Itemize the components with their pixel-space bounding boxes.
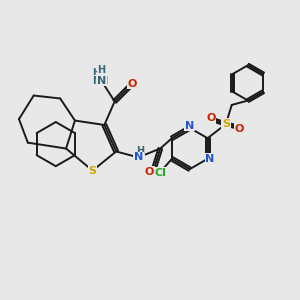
Text: O: O bbox=[206, 113, 216, 123]
Text: O: O bbox=[128, 79, 137, 89]
Text: N: N bbox=[134, 152, 143, 162]
Text: S: S bbox=[88, 166, 97, 176]
Text: Cl: Cl bbox=[154, 168, 166, 178]
Text: H: H bbox=[92, 68, 100, 78]
Text: N: N bbox=[97, 76, 106, 86]
Text: H: H bbox=[136, 146, 145, 157]
Text: NH: NH bbox=[92, 76, 108, 86]
Text: H: H bbox=[98, 65, 106, 76]
Text: N: N bbox=[205, 154, 214, 164]
Text: S: S bbox=[222, 119, 230, 129]
Text: O: O bbox=[145, 167, 154, 177]
Text: N: N bbox=[185, 121, 194, 130]
Text: O: O bbox=[234, 124, 244, 134]
